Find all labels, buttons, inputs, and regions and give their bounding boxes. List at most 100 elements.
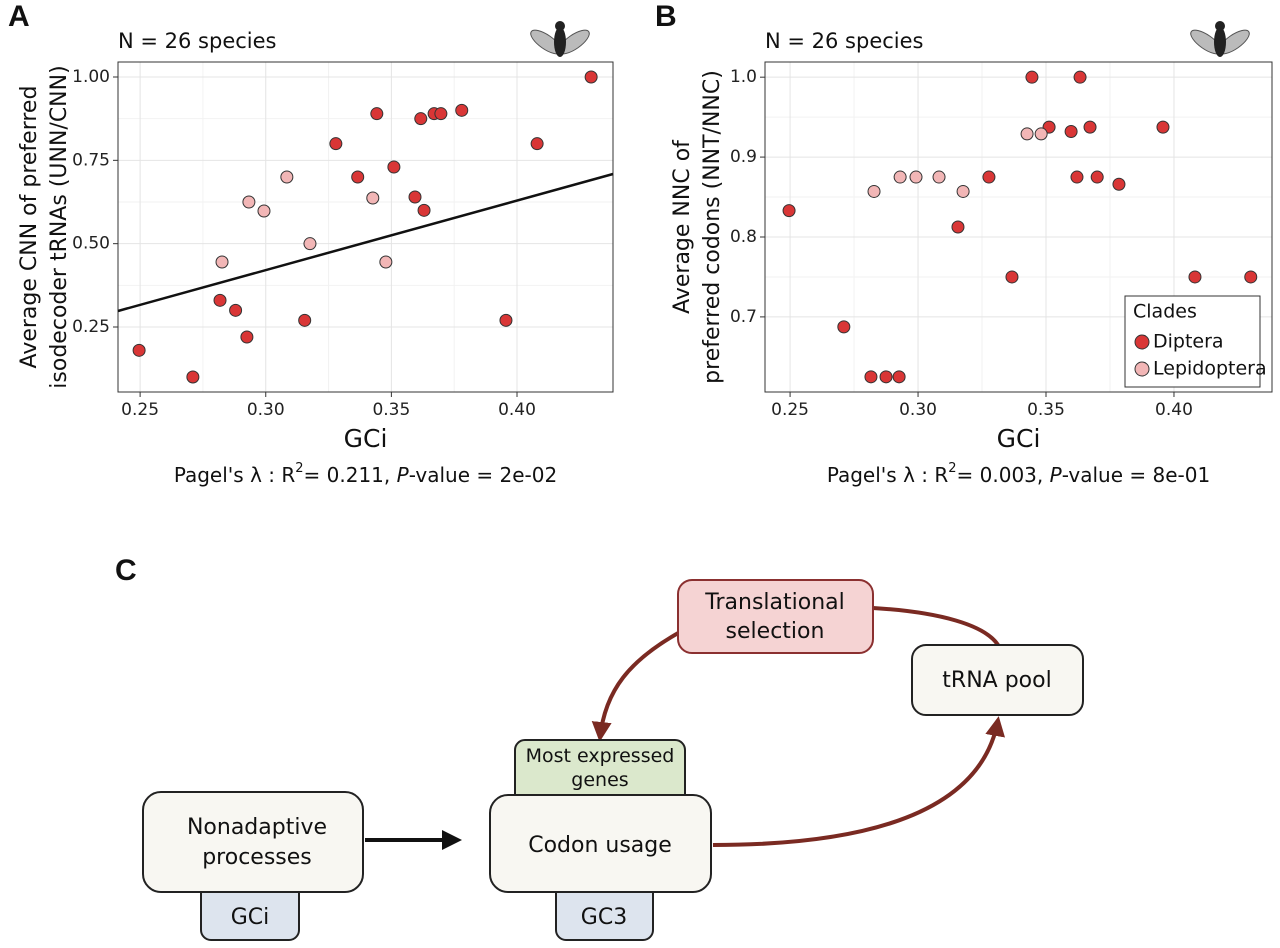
arrow (591, 630, 681, 742)
point (951, 220, 965, 234)
plot-area (117, 61, 614, 393)
point (1064, 125, 1078, 139)
x-tick-label: 0.30 (247, 400, 285, 420)
point (982, 170, 996, 184)
point (132, 343, 146, 357)
annotation-part: -value = 2e-02 (409, 463, 557, 487)
x-axis-label: GCi (344, 424, 388, 453)
y-tick-label: 1.0 (730, 67, 757, 87)
legend-title: Clades (1133, 301, 1197, 323)
point (1156, 120, 1170, 134)
fly-icon (1190, 21, 1250, 57)
point (1070, 170, 1084, 184)
point (1005, 270, 1019, 284)
annotation-part: = 0.211, (304, 463, 397, 487)
y-tick-label: 0.75 (72, 150, 110, 170)
x-tick-label: 0.35 (372, 400, 410, 420)
annotation-part: Pagel's λ : R (827, 463, 949, 487)
point (893, 170, 907, 184)
annotation-part: -value = 8e-01 (1062, 463, 1210, 487)
point (1112, 177, 1126, 191)
point (229, 303, 243, 317)
y-tick-label: 0.9 (730, 147, 757, 167)
node-box (911, 644, 1084, 716)
point (1244, 270, 1258, 284)
plot-border (764, 61, 1273, 393)
point (1090, 170, 1104, 184)
diagram: C Translational selection tRNA pool Most … (115, 554, 1084, 941)
annotation-part: P (397, 463, 410, 487)
y-axis-label: Average CNN of preferred (17, 86, 42, 369)
point (892, 370, 906, 384)
annotation: Pagel's λ : R2= 0.003, P-value = 8e-01 (827, 461, 1210, 487)
point (240, 330, 254, 344)
point (215, 255, 229, 269)
point (434, 107, 448, 121)
subtitle: N = 26 species (118, 29, 276, 53)
legend-label: Diptera (1153, 331, 1224, 353)
node-label: Nonadaptive processes (187, 815, 327, 870)
legend-swatch (1134, 334, 1150, 350)
point (298, 313, 312, 327)
annotation-part: = 0.003, (957, 463, 1050, 487)
annotation-part: Pagel's λ : R (174, 463, 296, 487)
fit-line (117, 172, 614, 313)
y-axis-label: Average NNC of (670, 139, 695, 314)
x-tick-label: 0.40 (498, 400, 536, 420)
point (584, 70, 598, 84)
point (417, 203, 431, 217)
plot-border (117, 61, 614, 393)
arrow (712, 716, 1005, 847)
point (351, 170, 365, 184)
point (370, 107, 384, 121)
annotation-part: 2 (295, 461, 303, 476)
panel-label: A (8, 0, 30, 33)
y-tick-label: 0.50 (72, 234, 110, 254)
point (499, 313, 513, 327)
node-label: GCi (231, 905, 270, 930)
node-label: Codon usage (528, 833, 672, 858)
point (387, 160, 401, 174)
panel-label: C (115, 554, 137, 587)
point (1188, 270, 1202, 284)
x-tick-label: 0.30 (899, 400, 937, 420)
annotation-part: P (1050, 463, 1063, 487)
point (530, 137, 544, 151)
point (186, 370, 200, 384)
node-box (489, 794, 712, 893)
point (782, 204, 796, 218)
point (280, 170, 294, 184)
annotation: Pagel's λ : R2= 0.211, P-value = 2e-02 (174, 461, 557, 487)
node-label: Most expressed genes (526, 745, 675, 791)
point (213, 293, 227, 307)
point (879, 370, 893, 384)
y-tick-label: 0.7 (730, 307, 757, 327)
node-label: GC3 (581, 905, 627, 930)
point (408, 190, 422, 204)
y-axis-label: isodecoder tRNAs (UNN/CNN) (47, 65, 72, 388)
y-axis-label: preferred codons (NNT/NNC) (700, 70, 725, 384)
legend-swatch (1134, 361, 1150, 377)
x-tick-label: 0.25 (771, 400, 809, 420)
node-box (677, 579, 874, 654)
point (379, 255, 393, 269)
point (864, 370, 878, 384)
fly-icon (530, 21, 590, 57)
subtitle: N = 26 species (765, 29, 923, 53)
point (414, 112, 428, 126)
y-tick-label: 0.25 (72, 317, 110, 337)
arrow (872, 606, 1000, 647)
y-tick-label: 1.00 (72, 67, 110, 87)
point (1083, 120, 1097, 134)
x-tick-label: 0.35 (1027, 400, 1065, 420)
x-tick-label: 0.40 (1155, 400, 1193, 420)
point (1025, 70, 1039, 84)
node-label: tRNA pool (942, 668, 1051, 693)
point (329, 137, 343, 151)
point (932, 170, 946, 184)
panel-label: B (655, 0, 677, 33)
node-box (142, 791, 364, 893)
point (303, 237, 317, 251)
point (1020, 127, 1034, 141)
